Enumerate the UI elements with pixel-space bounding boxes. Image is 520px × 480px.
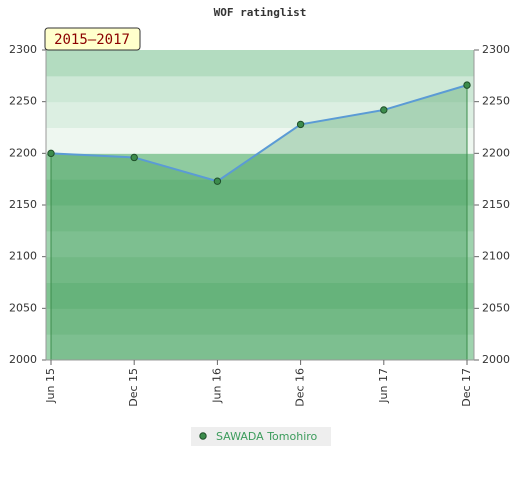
y2-tick-label: 2050 [482, 301, 510, 314]
marker [47, 149, 55, 158]
y2-tick-label: 2250 [482, 95, 510, 108]
background-stripe [46, 205, 474, 232]
legend-box [191, 427, 331, 446]
background-stripe [46, 127, 474, 154]
background-stripe [46, 308, 474, 335]
x-tick-label: Jun 17 [377, 368, 390, 404]
y-tick-label: 2150 [9, 198, 37, 211]
y-tick-label: 2100 [9, 250, 37, 263]
background-stripe [46, 75, 474, 103]
y-tick-label: 2250 [9, 95, 37, 108]
y-tick-label: 2200 [9, 146, 37, 159]
background-stripe [46, 179, 474, 206]
background-stripe [46, 230, 474, 258]
y-tick-label: 2000 [9, 353, 37, 366]
legend-label: SAWADA Tomohiro [216, 430, 318, 443]
background-stripe [46, 282, 474, 309]
badge: 2015–2017 [54, 32, 130, 48]
y2-tick-label: 2200 [482, 146, 510, 159]
x-tick-label: Dec 16 [294, 368, 307, 407]
chart-title: WOF ratinglist [214, 6, 307, 19]
y2-tick-label: 2100 [482, 250, 510, 263]
legend-marker [199, 432, 207, 440]
plot-area [46, 50, 474, 361]
y2-tick-label: 2000 [482, 353, 510, 366]
badge-box [44, 27, 141, 51]
marker [380, 106, 388, 114]
background-stripe [46, 256, 474, 283]
x-tick-label: Jun 15 [44, 368, 57, 404]
background-stripe [46, 101, 474, 128]
y2-tick-label: 2150 [482, 198, 510, 211]
marker [130, 153, 138, 162]
y-tick-label: 2050 [9, 301, 37, 314]
background-stripe [46, 334, 474, 361]
marker [463, 81, 471, 89]
background-stripe [46, 50, 474, 77]
x-tick-label: Dec 15 [127, 368, 140, 407]
marker [213, 177, 222, 185]
y-tick-label: 2300 [9, 43, 37, 56]
x-tick-label: Jun 16 [210, 368, 223, 404]
y2-tick-label: 2300 [482, 43, 510, 56]
line [50, 84, 468, 183]
x-tick-label: Dec 17 [460, 368, 473, 407]
marker [296, 120, 305, 129]
background-stripe [46, 153, 474, 180]
